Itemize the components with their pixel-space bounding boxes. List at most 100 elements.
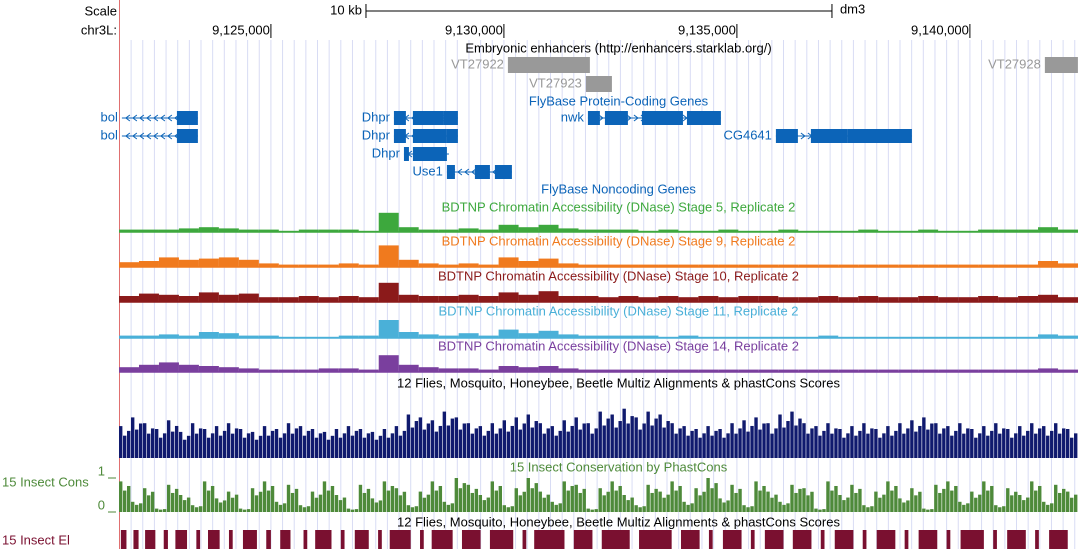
score-bar bbox=[402, 491, 407, 512]
score-bar bbox=[546, 428, 550, 458]
score-bar bbox=[686, 504, 690, 512]
signal-bar bbox=[538, 258, 559, 267]
signal-bar bbox=[358, 335, 379, 338]
score-bar bbox=[594, 428, 598, 458]
signal-bar bbox=[158, 229, 179, 232]
signal-bar bbox=[1058, 297, 1078, 302]
score-bar bbox=[902, 433, 906, 458]
score-bar bbox=[978, 494, 982, 512]
score-bar bbox=[954, 430, 958, 458]
conserved-element bbox=[522, 530, 527, 549]
score-bar bbox=[766, 491, 770, 512]
score-bar bbox=[850, 426, 854, 458]
score-bar bbox=[282, 503, 287, 512]
conserved-element bbox=[862, 530, 867, 549]
signal-bar bbox=[338, 263, 359, 267]
signal-bar bbox=[1058, 263, 1078, 267]
score-bar bbox=[750, 425, 754, 458]
signal-bar bbox=[1018, 264, 1039, 267]
score-bar bbox=[438, 485, 443, 512]
score-bar bbox=[194, 507, 199, 512]
signal-bar bbox=[558, 368, 579, 372]
signal-bar bbox=[738, 336, 759, 338]
scale-label: Scale bbox=[84, 3, 117, 18]
score-bar bbox=[322, 431, 327, 458]
score-bar bbox=[350, 509, 355, 512]
strand-arrow bbox=[139, 114, 145, 122]
score-bar bbox=[974, 497, 978, 512]
score-bar bbox=[894, 485, 898, 512]
signal-bar bbox=[938, 297, 959, 302]
score-bar bbox=[186, 435, 191, 458]
conserved-element bbox=[315, 530, 332, 549]
score-bar bbox=[174, 488, 179, 512]
score-bar bbox=[666, 494, 670, 512]
signal-bar bbox=[458, 368, 479, 372]
score-bar bbox=[690, 430, 694, 458]
score-bar bbox=[786, 421, 790, 458]
score-bar bbox=[998, 507, 1002, 512]
signal-bar bbox=[538, 224, 559, 232]
score-bar bbox=[758, 490, 762, 512]
score-bar bbox=[182, 439, 187, 458]
signal-bar bbox=[538, 291, 559, 302]
signal-bar bbox=[278, 336, 299, 338]
score-bar bbox=[698, 437, 702, 458]
score-bar bbox=[642, 506, 646, 512]
signal-bar bbox=[718, 229, 739, 232]
score-bar bbox=[538, 423, 542, 458]
conserved-element bbox=[242, 530, 257, 549]
score-bar bbox=[342, 497, 347, 512]
conserved-element bbox=[163, 530, 168, 549]
signal-bar bbox=[698, 230, 719, 232]
score-bar bbox=[894, 430, 898, 458]
score-bar bbox=[654, 418, 658, 458]
score-bar bbox=[458, 488, 463, 512]
score-bar bbox=[790, 411, 794, 458]
signal-bar bbox=[1038, 227, 1059, 232]
score-bar bbox=[814, 508, 818, 512]
track-title: 15 Insect Conservation by PhastCons bbox=[510, 459, 728, 474]
score-bar bbox=[266, 490, 271, 512]
signal-bar bbox=[938, 264, 959, 267]
score-bar bbox=[558, 503, 562, 512]
exon bbox=[810, 129, 848, 143]
score-bar bbox=[582, 488, 586, 512]
signal-bar bbox=[418, 296, 439, 302]
score-bar bbox=[170, 492, 175, 512]
signal-bar bbox=[198, 227, 219, 232]
score-bar bbox=[478, 426, 483, 458]
signal-bar bbox=[958, 230, 979, 232]
conserved-element bbox=[208, 530, 220, 549]
score-bar bbox=[614, 427, 618, 458]
score-bar bbox=[498, 485, 502, 512]
score-bar bbox=[278, 504, 283, 512]
score-bar bbox=[458, 429, 463, 458]
enhancer bbox=[1044, 57, 1078, 73]
score-bar bbox=[214, 426, 219, 458]
signal-bar bbox=[418, 367, 439, 372]
score-bar bbox=[978, 433, 982, 458]
score-bar bbox=[694, 488, 698, 512]
score-bar bbox=[490, 423, 495, 458]
score-bar bbox=[1058, 433, 1062, 458]
score-bar bbox=[490, 481, 495, 512]
signal-bar bbox=[798, 297, 819, 302]
score-bar bbox=[802, 423, 806, 458]
signal-bar bbox=[818, 230, 839, 232]
signal-bar bbox=[178, 335, 199, 338]
score-bar bbox=[550, 426, 554, 458]
score-bar bbox=[350, 435, 355, 458]
score-bar bbox=[1074, 433, 1078, 458]
track-side-label: 15 Insect Cons bbox=[2, 474, 89, 489]
signal-bar bbox=[598, 264, 619, 267]
gene-label: CG4641 bbox=[723, 127, 771, 142]
tick-label: 9,125,000 bbox=[212, 22, 270, 37]
signal-bar bbox=[558, 263, 579, 267]
score-bar bbox=[710, 435, 714, 458]
score-bar bbox=[794, 425, 798, 458]
score-bar bbox=[194, 433, 199, 458]
signal-bar bbox=[119, 335, 139, 338]
signal-bar bbox=[678, 264, 699, 267]
conserved-element bbox=[461, 530, 481, 549]
